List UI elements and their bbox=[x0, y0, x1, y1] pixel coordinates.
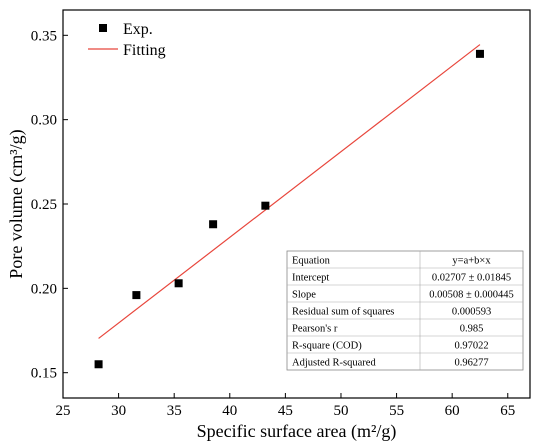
y-tick-label: 0.15 bbox=[31, 366, 57, 382]
y-axis-title: Pore volume (cm³/g) bbox=[6, 129, 27, 278]
stats-row-label: Adjusted R-squared bbox=[292, 358, 376, 369]
legend-label-fitting: Fitting bbox=[123, 42, 166, 59]
legend-marker-exp bbox=[99, 24, 107, 32]
axes-layer: 25 30 35 40 45 50 55 60 65 0.15 0.20 0.25 0.30 0.35 bbox=[31, 9, 531, 419]
x-tick-label: 60 bbox=[445, 403, 460, 419]
x-tick-label: 40 bbox=[222, 403, 237, 419]
y-tick-label: 0.25 bbox=[31, 197, 57, 213]
data-point bbox=[94, 360, 103, 369]
fit-layer bbox=[98, 44, 481, 339]
stats-table: Equation y=a+b×x Intercept 0.02707 ± 0.0184… bbox=[286, 250, 524, 371]
stats-row-value: 0.96277 bbox=[454, 358, 488, 369]
y-tick-label: 0.30 bbox=[31, 113, 57, 129]
legend-label-exp: Exp. bbox=[123, 21, 153, 38]
x-axis-title: Specific surface area (m²/g) bbox=[197, 421, 397, 442]
data-point bbox=[475, 49, 484, 58]
x-tick-label: 50 bbox=[333, 403, 348, 419]
y-tick-label: 0.35 bbox=[31, 28, 57, 44]
stats-row-value: 0.985 bbox=[460, 324, 484, 335]
y-tick-label: 0.20 bbox=[31, 281, 57, 297]
x-tick-label: 30 bbox=[111, 403, 126, 419]
stats-row-label: R-square (COD) bbox=[292, 341, 362, 352]
x-tick-label: 55 bbox=[389, 403, 404, 419]
data-point bbox=[261, 201, 270, 210]
stats-row-label: Equation bbox=[292, 256, 331, 267]
stats-row-value: y=a+b×x bbox=[452, 256, 491, 267]
x-tick-label: 65 bbox=[500, 403, 515, 419]
stats-row-value: 0.00508 ± 0.000445 bbox=[429, 290, 514, 301]
stats-row-label: Slope bbox=[292, 290, 316, 301]
stats-table-frame bbox=[286, 250, 524, 371]
x-tick-label: 25 bbox=[56, 403, 71, 419]
fitting-line bbox=[98, 44, 481, 339]
x-tick-label: 35 bbox=[167, 403, 182, 419]
legend: Exp. Fitting bbox=[88, 21, 166, 59]
stats-row-value: 0.000593 bbox=[452, 307, 491, 318]
data-point bbox=[209, 220, 218, 229]
stats-row-label: Residual sum of squares bbox=[292, 307, 394, 318]
data-point bbox=[132, 291, 141, 300]
stats-row-value: 0.97022 bbox=[454, 341, 488, 352]
stats-row-value: 0.02707 ± 0.01845 bbox=[432, 273, 511, 284]
points-layer bbox=[94, 49, 484, 369]
stats-row-label: Pearson's r bbox=[292, 324, 338, 335]
stats-row-label: Intercept bbox=[292, 273, 329, 284]
data-point bbox=[174, 279, 183, 288]
x-tick-label: 45 bbox=[278, 403, 293, 419]
